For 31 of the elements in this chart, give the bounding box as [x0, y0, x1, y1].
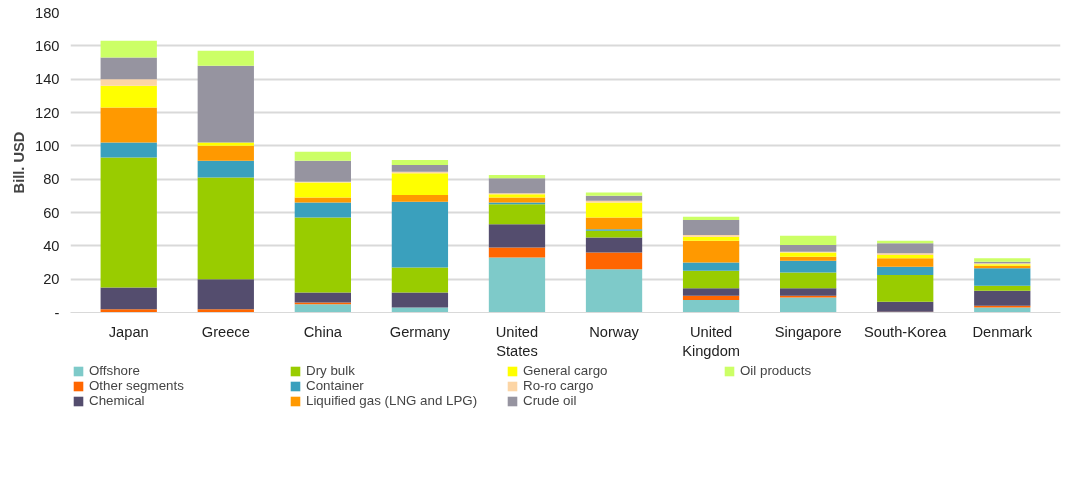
y-tick-label: 180 — [35, 4, 60, 21]
y-tick-label: - — [54, 304, 60, 321]
x-tick-label: United States — [495, 323, 539, 359]
x-tick-label: China — [303, 323, 343, 340]
x-tick-label: Germany — [389, 323, 451, 340]
x-tick-label: Japan — [108, 323, 149, 340]
y-tick-label: 40 — [43, 237, 60, 254]
x-tick-label: Denmark — [972, 323, 1033, 340]
y-tick-label: 60 — [43, 204, 60, 221]
x-tick-label: United Kingdom — [682, 323, 741, 359]
y-tick-label: 20 — [43, 271, 60, 288]
y-tick-label: 140 — [35, 71, 60, 88]
legend-label: General cargo — [523, 363, 609, 378]
x-tick-label: Greece — [201, 323, 250, 340]
y-tick-label: 80 — [43, 171, 60, 188]
y-tick-label: 120 — [35, 104, 60, 121]
legend-label: Dry bulk — [306, 363, 356, 378]
x-tick-label: South-Korea — [864, 323, 948, 340]
legend-label: Container — [306, 378, 365, 393]
legend-label: Other segments — [89, 378, 185, 393]
legend-label: Chemical — [89, 393, 146, 408]
y-tick-label: 100 — [35, 137, 60, 154]
legend-label: Crude oil — [523, 393, 578, 408]
legend-label: Oil products — [740, 363, 813, 378]
legend-label: Liquified gas (LNG and LPG) — [306, 393, 479, 408]
x-tick-label: Singapore — [774, 323, 842, 340]
legend-label: Ro-ro cargo — [523, 378, 595, 393]
y-tick-label: 160 — [35, 37, 60, 54]
legend-label: Offshore — [89, 363, 141, 378]
y-axis-title: Bill. USD — [11, 131, 28, 194]
x-tick-label: Norway — [589, 323, 640, 340]
